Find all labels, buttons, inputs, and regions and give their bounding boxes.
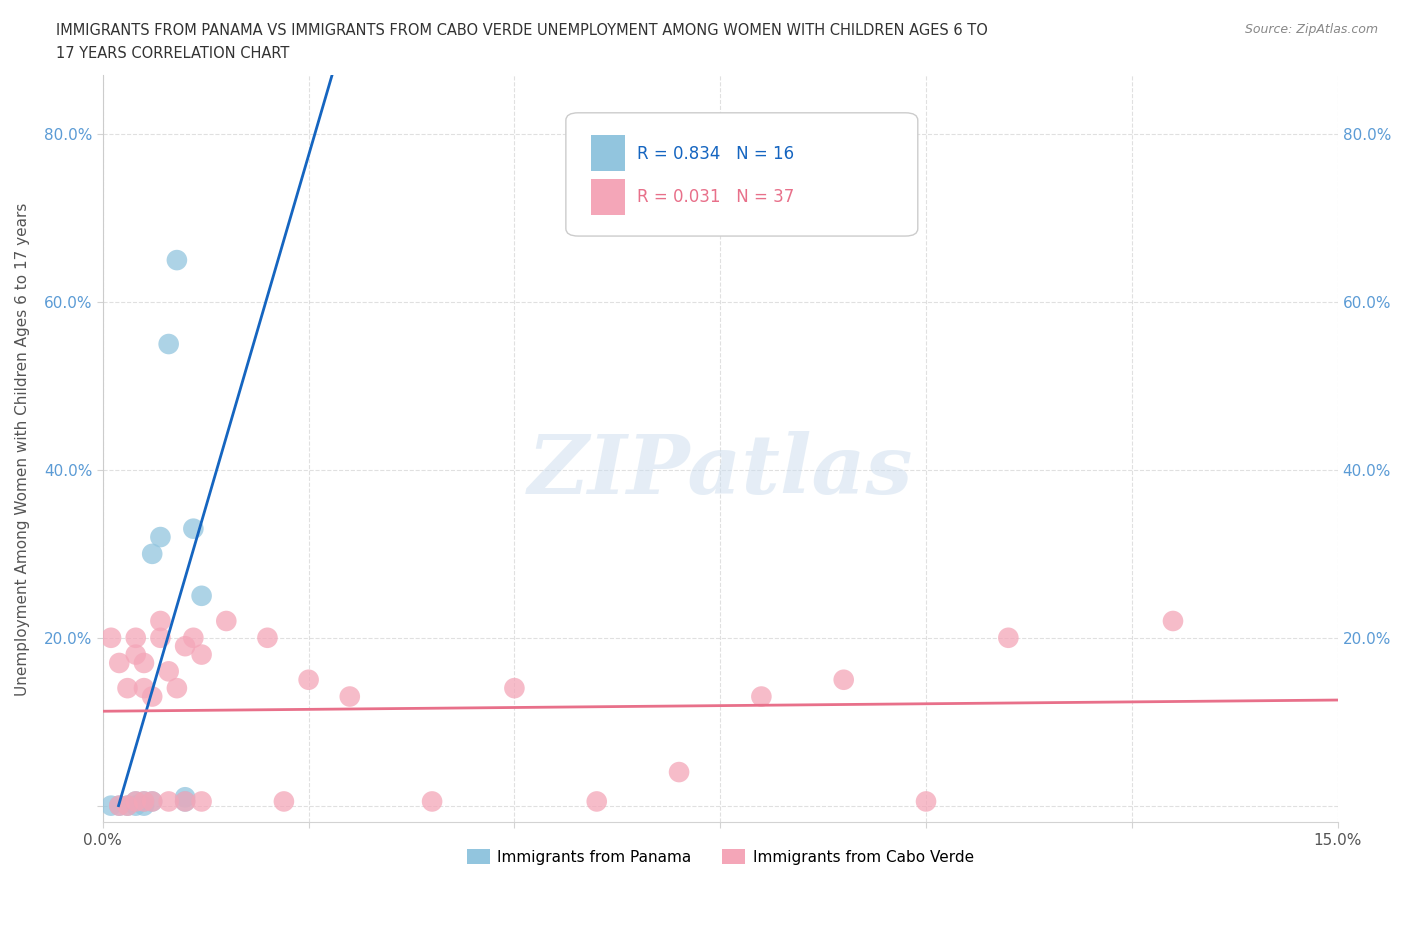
Point	[132, 656, 155, 671]
Point	[141, 794, 163, 809]
Point	[256, 631, 278, 645]
Point	[149, 614, 172, 629]
Point	[125, 794, 148, 809]
FancyBboxPatch shape	[565, 113, 918, 236]
Point	[117, 681, 139, 696]
Point	[141, 794, 163, 809]
Point	[915, 794, 938, 809]
Point	[751, 689, 773, 704]
Point	[1161, 614, 1184, 629]
Point	[832, 672, 855, 687]
Point	[132, 798, 155, 813]
Point	[141, 689, 163, 704]
Point	[190, 794, 212, 809]
Point	[297, 672, 319, 687]
Point	[190, 589, 212, 604]
Point	[108, 656, 131, 671]
Point	[132, 681, 155, 696]
FancyBboxPatch shape	[591, 135, 626, 171]
Point	[503, 681, 526, 696]
Point	[132, 794, 155, 809]
Point	[166, 253, 188, 268]
Point	[149, 631, 172, 645]
Point	[100, 798, 122, 813]
Point	[125, 647, 148, 662]
Legend: Immigrants from Panama, Immigrants from Cabo Verde: Immigrants from Panama, Immigrants from …	[461, 843, 980, 870]
Text: IMMIGRANTS FROM PANAMA VS IMMIGRANTS FROM CABO VERDE UNEMPLOYMENT AMONG WOMEN WI: IMMIGRANTS FROM PANAMA VS IMMIGRANTS FRO…	[56, 23, 988, 38]
Point	[125, 798, 148, 813]
Point	[157, 664, 180, 679]
Point	[108, 798, 131, 813]
Point	[420, 794, 443, 809]
Point	[273, 794, 295, 809]
Point	[183, 631, 205, 645]
Point	[141, 547, 163, 562]
Point	[585, 794, 607, 809]
Text: R = 0.834   N = 16: R = 0.834 N = 16	[637, 145, 794, 163]
Point	[132, 794, 155, 809]
Point	[183, 521, 205, 536]
Point	[157, 794, 180, 809]
Text: R = 0.031   N = 37: R = 0.031 N = 37	[637, 188, 794, 206]
Text: ZIPatlas: ZIPatlas	[527, 432, 912, 512]
Point	[174, 639, 197, 654]
FancyBboxPatch shape	[591, 179, 626, 215]
Point	[149, 529, 172, 544]
Point	[668, 764, 690, 779]
Point	[174, 794, 197, 809]
Point	[117, 798, 139, 813]
Text: Source: ZipAtlas.com: Source: ZipAtlas.com	[1244, 23, 1378, 36]
Point	[174, 790, 197, 804]
Text: 17 YEARS CORRELATION CHART: 17 YEARS CORRELATION CHART	[56, 46, 290, 61]
Point	[997, 631, 1019, 645]
Point	[108, 798, 131, 813]
Point	[125, 794, 148, 809]
Point	[125, 631, 148, 645]
Point	[215, 614, 238, 629]
Point	[117, 798, 139, 813]
Y-axis label: Unemployment Among Women with Children Ages 6 to 17 years: Unemployment Among Women with Children A…	[15, 202, 30, 696]
Point	[166, 681, 188, 696]
Point	[157, 337, 180, 352]
Point	[174, 794, 197, 809]
Point	[339, 689, 361, 704]
Point	[100, 631, 122, 645]
Point	[190, 647, 212, 662]
